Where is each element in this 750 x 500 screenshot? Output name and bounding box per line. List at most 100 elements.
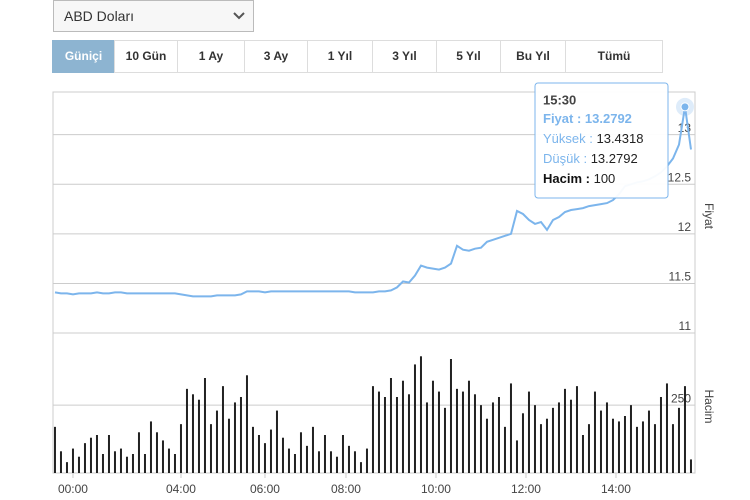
tooltip-label: Fiyat :: [543, 111, 581, 126]
volume-bar: [89, 437, 92, 473]
volume-bar: [665, 383, 668, 473]
volume-bar: [629, 405, 632, 473]
volume-bar: [617, 421, 620, 473]
range-button[interactable]: 5 Yıl: [436, 40, 501, 73]
volume-bar: [341, 435, 344, 473]
volume-bar: [305, 445, 308, 473]
range-button[interactable]: 1 Yıl: [307, 40, 373, 73]
volume-bar: [491, 402, 494, 473]
volume-bar: [377, 391, 380, 473]
volume-bar: [191, 394, 194, 473]
range-button[interactable]: 3 Yıl: [372, 40, 437, 73]
volume-bar: [65, 462, 68, 473]
y-tick-label: 11.5: [669, 270, 692, 284]
x-tick-label: 10:00: [421, 482, 451, 496]
volume-bar: [599, 410, 602, 473]
volume-bar: [413, 364, 416, 473]
tooltip-time: 15:30: [543, 92, 576, 107]
volume-bar: [443, 407, 446, 473]
volume-bar: [167, 448, 170, 473]
volume-bar: [623, 416, 626, 473]
volume-bar: [101, 454, 104, 473]
x-tick-label: 06:00: [250, 482, 280, 496]
range-buttons: Güniçi 10 Gün 1 Ay 3 Ay 1 Yıl 3 Yıl 5 Yıl Bu Yı…: [52, 40, 663, 73]
volume-bar: [53, 426, 56, 473]
volume-bar: [347, 445, 350, 473]
currency-select[interactable]: ABD Doları: [53, 0, 254, 32]
volume-bar: [299, 432, 302, 473]
volume-bar: [239, 397, 242, 473]
range-button[interactable]: Tümü: [565, 40, 663, 73]
volume-bar: [671, 424, 674, 473]
volume-bar: [449, 359, 452, 473]
tooltip-value: 13.2792: [591, 151, 638, 166]
volume-bar: [431, 380, 434, 473]
volume-bar: [401, 380, 404, 473]
volume-bar: [77, 456, 80, 473]
volume-bar: [653, 424, 656, 473]
volume-bar: [647, 410, 650, 473]
volume-bar: [269, 429, 272, 473]
range-button[interactable]: 3 Ay: [244, 40, 308, 73]
volume-bar: [209, 424, 212, 473]
volume-bar: [545, 418, 548, 473]
volume-bar: [611, 418, 614, 473]
x-tick-label: 04:00: [166, 482, 196, 496]
plot-frame: [52, 91, 696, 474]
volume-bar: [179, 424, 182, 473]
x-tick-label: 08:00: [331, 482, 361, 496]
tooltip-label: Hacim :: [543, 171, 590, 186]
tooltip-label: Düşük :: [543, 151, 587, 166]
volume-bar: [539, 424, 542, 473]
y-tick-label: 11: [679, 319, 692, 333]
volume-bar: [95, 435, 98, 473]
volume-bar: [197, 399, 200, 473]
volume-bar: [389, 378, 392, 473]
x-tick-label: 00:00: [58, 482, 88, 496]
volume-bar: [533, 405, 536, 473]
volume-bar: [281, 437, 284, 473]
range-button[interactable]: 1 Ay: [177, 40, 245, 73]
tooltip-row: Yüksek : 13.4318: [543, 131, 643, 146]
volume-bar: [587, 424, 590, 473]
tooltip-row: Fiyat : 13.2792: [543, 111, 632, 126]
volume-bar: [359, 462, 362, 473]
x-tick-label: 12:00: [511, 482, 541, 496]
volume-bar: [569, 399, 572, 473]
tooltip-value: 13.4318: [596, 131, 643, 146]
volume-bar: [485, 418, 488, 473]
volume-bar: [329, 451, 332, 473]
volume-bar: [467, 380, 470, 473]
volume-bar: [233, 402, 236, 473]
volume-bar: [71, 448, 74, 473]
volume-bar: [275, 410, 278, 473]
volume-bar: [203, 378, 206, 473]
volume-bar: [521, 413, 524, 473]
volume-bar: [251, 426, 254, 473]
volume-bar: [497, 397, 500, 473]
volume-bar: [683, 386, 686, 473]
y-tick-label: 12.5: [668, 170, 692, 184]
tooltip-value: 13.2792: [585, 111, 632, 126]
range-button[interactable]: Güniçi: [52, 40, 115, 73]
volume-bar: [407, 394, 410, 473]
dropdown-arrow: [233, 12, 245, 20]
tooltip: 15:30 Fiyat : 13.2792 Yüksek : 13.4318 Düşü…: [534, 82, 669, 199]
volume-bar: [149, 421, 152, 473]
price-line: [54, 106, 692, 298]
volume-bar: [83, 443, 86, 473]
volume-bar: [131, 454, 134, 473]
volume-bar: [641, 421, 644, 473]
volume-bar: [419, 356, 422, 473]
volume-bar: [113, 451, 116, 473]
volume-bar: [605, 402, 608, 473]
volume-bar: [287, 448, 290, 473]
tooltip-label: Yüksek :: [543, 131, 593, 146]
tooltip-row: Hacim : 100: [543, 171, 615, 186]
volume-bar: [365, 448, 368, 473]
select-text: ABD Doları: [64, 8, 135, 24]
volume-bar: [263, 443, 266, 473]
tooltip-box: [534, 82, 669, 199]
range-button[interactable]: Bu Yıl: [500, 40, 566, 73]
